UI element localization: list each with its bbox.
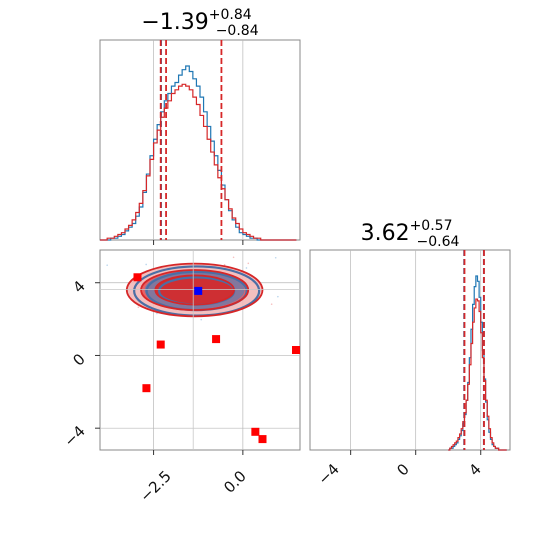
joint-density [100, 250, 300, 450]
sample-point [200, 318, 203, 321]
hist2-step-blue [448, 275, 507, 451]
marker-blue [194, 286, 203, 295]
hist1-step-red [100, 83, 297, 241]
ytick-label-param2: −4 [60, 422, 88, 450]
sample-point [145, 263, 147, 266]
sample-point [156, 312, 158, 315]
sample-point [106, 264, 108, 266]
marker-red [292, 346, 300, 354]
tick-marks [95, 240, 482, 455]
sample-point [223, 264, 226, 266]
sample-point [137, 306, 140, 308]
xtick-label-param1: 0.0 [220, 467, 250, 497]
hist2-step-red [448, 298, 507, 451]
xtick-label-param2: 0 [393, 460, 412, 479]
sample-point [245, 267, 248, 269]
ytick-label-param2: 0 [69, 350, 88, 369]
marginal-param2-frame [309, 249, 511, 451]
sample-point [274, 256, 277, 259]
ytick-label-param2: 4 [69, 277, 88, 296]
marker-red [142, 384, 151, 393]
title-param2: 3.62+0.57 −0.64 [361, 218, 460, 250]
title-param1: −1.39+0.84 −0.84 [141, 7, 258, 39]
hist-param1 [100, 40, 297, 241]
marker-red [156, 340, 165, 349]
marker-red [133, 273, 142, 282]
hist-param2 [448, 250, 507, 451]
hist1-step-blue [100, 65, 297, 241]
marginal-param1-frame [99, 39, 301, 241]
sample-point [232, 256, 235, 259]
xtick-label-param2: −4 [314, 460, 342, 488]
marker-red [258, 435, 267, 444]
sample-point [277, 295, 279, 298]
marker-red [212, 335, 221, 344]
marker-red [251, 427, 260, 436]
xtick-label-param2: 4 [465, 460, 484, 479]
sample-point [247, 262, 250, 265]
xtick-label-param1: −2.5 [136, 467, 174, 505]
sample-point [270, 303, 273, 305]
